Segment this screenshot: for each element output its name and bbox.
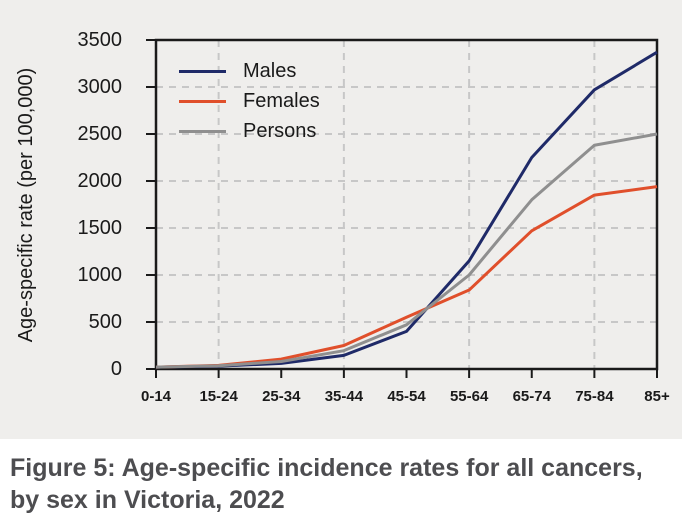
chart-panel: Age-specific rate (per 100,000) 0 500 1000… [0,0,682,439]
x-tick-label: 75-84 [575,388,614,405]
legend-item-females: Females [179,86,320,116]
legend-swatch-females [179,99,226,103]
y-tick-label: 1000 [77,264,123,286]
y-tick-label: 3500 [77,29,123,51]
y-tick-label: 2000 [77,170,123,192]
legend-label-males: Males [243,59,297,82]
legend-item-males: Males [179,56,320,86]
legend-label-females: Females [243,89,320,112]
x-tick-label: 0-14 [140,388,172,405]
x-tick-label: 65-74 [512,388,551,405]
figure-caption: Figure 5: Age-specific incidence rates f… [10,452,675,516]
x-tick-label: 85+ [644,388,670,405]
line-chart-plot [146,38,659,378]
y-tick-label: 0 [110,358,122,380]
legend-item-persons: Persons [179,116,320,146]
legend-swatch-males [179,69,226,73]
y-tick-label: 500 [88,311,122,333]
legend-label-persons: Persons [243,119,317,142]
figure-caption-line1: Figure 5: Age-specific incidence rates f… [10,454,643,482]
series-line-persons [155,132,658,369]
figure-caption-line2: by sex in Victoria, 2022 [10,486,285,514]
legend-swatch-persons [179,129,226,133]
x-tick-label: 35-44 [324,388,364,405]
chart-legend: Males Females Persons [179,56,320,146]
y-tick-label: 1500 [77,217,123,239]
x-tick-label: 45-54 [387,388,426,405]
y-tick-label: 3000 [77,76,123,98]
plot-border [154,38,659,371]
y-tick-label: 2500 [77,123,123,145]
x-tick-label: 15-24 [199,388,238,405]
series-line-females [155,185,658,369]
x-tick-label: 25-34 [262,388,301,405]
x-tick-label: 55-64 [449,388,489,405]
